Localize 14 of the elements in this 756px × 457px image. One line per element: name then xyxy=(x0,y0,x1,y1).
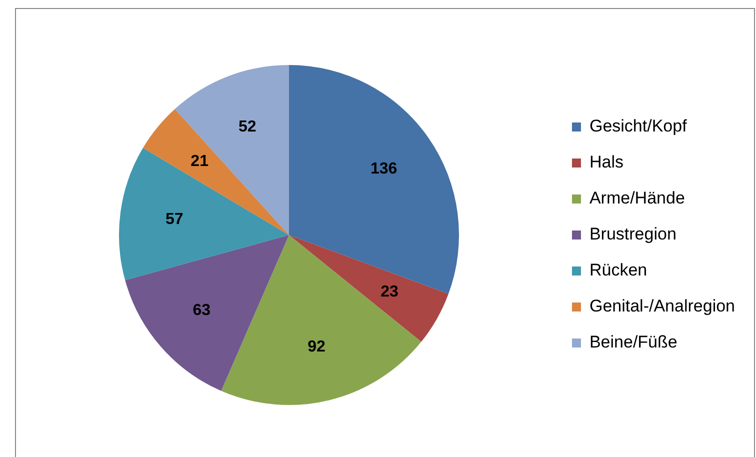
legend-label: Hals xyxy=(589,152,624,172)
legend-label: Arme/Hände xyxy=(589,188,685,208)
data-label: 57 xyxy=(166,210,184,228)
legend-label: Brustregion xyxy=(589,224,676,244)
data-label: 92 xyxy=(308,338,326,356)
legend-label: Rücken xyxy=(589,260,648,280)
data-label: 52 xyxy=(238,118,256,136)
data-label: 23 xyxy=(380,283,399,300)
legend-label: Gesicht/Kopf xyxy=(589,116,688,136)
data-label: 136 xyxy=(370,160,398,178)
legend-label: Genital-/Analregion xyxy=(589,296,735,316)
data-label: 21 xyxy=(190,153,209,170)
legend-label: Beine/Füße xyxy=(589,332,678,352)
data-label: 63 xyxy=(192,302,211,320)
